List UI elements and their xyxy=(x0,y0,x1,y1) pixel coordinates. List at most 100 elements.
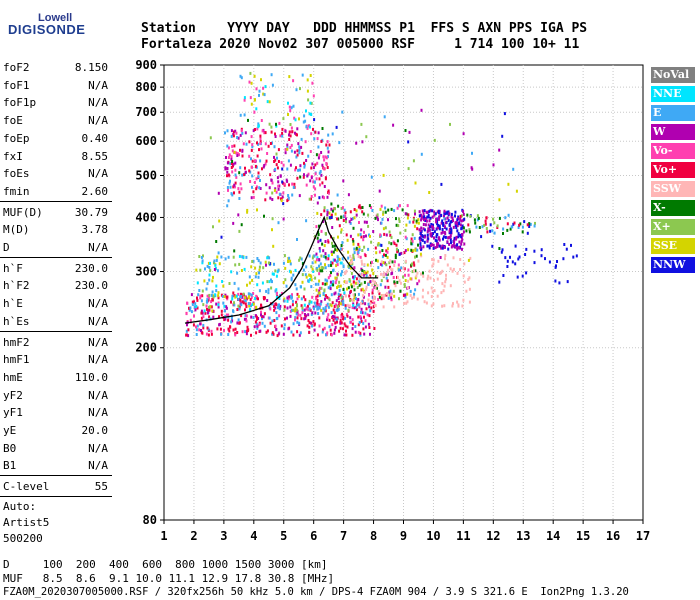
data-point xyxy=(277,221,280,225)
data-point xyxy=(273,262,275,266)
data-point xyxy=(239,113,242,117)
data-point xyxy=(554,279,557,283)
data-point xyxy=(262,315,265,319)
data-point xyxy=(232,221,235,225)
data-point xyxy=(295,287,298,291)
data-point xyxy=(379,233,382,237)
data-point xyxy=(325,333,327,337)
data-point xyxy=(385,263,388,267)
data-point xyxy=(277,184,280,188)
data-point xyxy=(324,177,327,181)
data-point xyxy=(420,254,423,258)
data-point xyxy=(382,274,385,277)
data-point xyxy=(452,256,455,260)
data-point xyxy=(241,330,244,334)
data-point xyxy=(316,236,319,240)
data-point xyxy=(322,292,325,295)
data-point xyxy=(220,313,223,317)
data-point xyxy=(296,238,298,241)
data-point xyxy=(230,162,233,166)
data-point xyxy=(440,221,443,225)
data-point xyxy=(431,215,434,219)
data-point xyxy=(252,190,255,194)
data-point xyxy=(404,212,407,216)
data-point xyxy=(225,306,228,310)
data-point xyxy=(338,280,341,284)
data-point xyxy=(244,296,247,300)
data-point xyxy=(423,228,426,232)
data-point xyxy=(444,225,446,229)
data-point xyxy=(431,264,434,268)
data-point xyxy=(313,307,315,311)
data-point xyxy=(422,274,425,278)
data-point xyxy=(438,238,441,242)
data-point xyxy=(319,238,322,242)
data-point xyxy=(312,320,315,324)
data-point xyxy=(342,303,345,306)
data-point xyxy=(289,294,292,298)
data-point xyxy=(324,306,327,309)
data-point xyxy=(255,187,258,191)
data-point xyxy=(240,295,243,298)
data-point xyxy=(256,141,258,145)
data-point xyxy=(317,282,320,286)
data-point xyxy=(200,256,203,259)
data-point xyxy=(459,217,462,221)
data-point xyxy=(289,309,292,313)
data-point xyxy=(303,114,306,118)
data-point xyxy=(326,209,329,213)
data-point xyxy=(251,145,254,149)
data-point xyxy=(381,255,384,259)
data-point xyxy=(321,330,324,334)
data-point xyxy=(260,78,262,82)
data-point xyxy=(411,233,414,237)
data-point xyxy=(271,83,274,87)
data-point xyxy=(415,254,418,258)
data-point xyxy=(316,211,319,215)
data-point xyxy=(249,302,252,305)
data-point xyxy=(465,229,468,233)
data-point xyxy=(365,220,368,224)
parameter-row: h`E N/A xyxy=(3,296,108,311)
data-point xyxy=(411,296,414,300)
data-point xyxy=(340,315,343,319)
data-point xyxy=(349,254,352,258)
data-point xyxy=(323,288,326,292)
data-point xyxy=(318,324,321,328)
parameter-row: D N/A xyxy=(3,240,108,255)
data-point xyxy=(324,255,327,259)
data-point xyxy=(396,280,399,284)
data-point xyxy=(324,278,327,282)
data-point xyxy=(269,307,272,311)
data-point xyxy=(353,288,356,292)
data-point xyxy=(336,255,339,259)
data-point xyxy=(359,315,362,319)
data-point xyxy=(427,227,430,231)
data-point xyxy=(238,229,241,233)
data-point xyxy=(213,259,216,263)
data-point xyxy=(283,323,286,327)
data-point xyxy=(359,331,362,335)
data-point xyxy=(352,253,355,257)
data-point xyxy=(294,168,297,172)
data-point xyxy=(337,235,339,239)
data-point xyxy=(328,325,331,329)
data-point xyxy=(404,228,407,232)
data-point xyxy=(319,294,321,297)
data-point xyxy=(227,318,230,322)
data-point xyxy=(336,272,339,276)
data-point xyxy=(327,257,330,261)
data-point xyxy=(333,328,336,332)
data-point xyxy=(390,292,393,296)
data-point xyxy=(324,297,326,301)
data-point xyxy=(246,283,248,287)
data-point xyxy=(447,236,450,240)
parameter-value: N/A xyxy=(88,441,108,455)
data-point xyxy=(248,292,251,296)
data-point xyxy=(359,232,362,236)
data-point xyxy=(297,313,300,317)
data-point xyxy=(226,174,228,178)
data-point xyxy=(453,236,456,240)
data-point xyxy=(481,225,484,229)
data-point xyxy=(254,128,256,131)
